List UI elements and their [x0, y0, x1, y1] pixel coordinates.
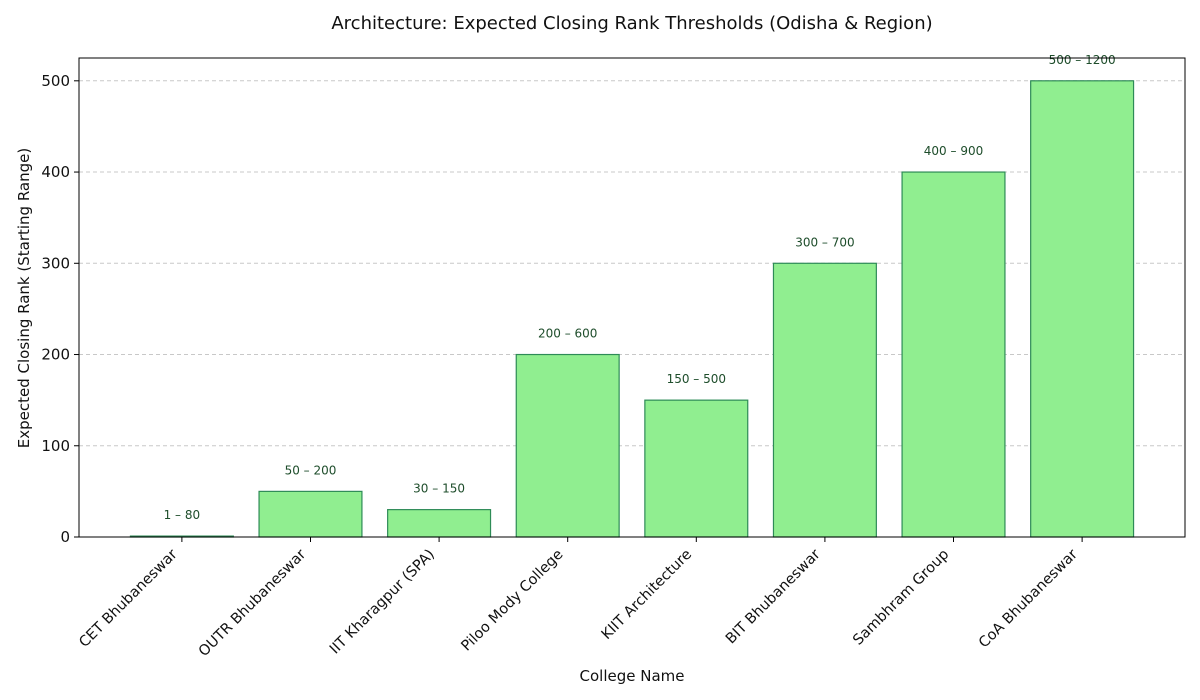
- bars: [129, 80, 1135, 538]
- plot-frame: [78, 57, 1186, 538]
- x-tick-label: KIIT Architecture: [599, 546, 695, 642]
- x-tick-label: CoA Bhubaneswar: [976, 546, 1081, 651]
- y-tick-label: 400: [41, 163, 70, 181]
- data-label: 30 – 150: [413, 482, 465, 496]
- y-tick-label: 500: [41, 72, 70, 90]
- x-tick-label: OUTR Bhubaneswar: [196, 546, 309, 659]
- x-tick-label: Piloo Mody College: [459, 546, 567, 654]
- grid-lines: [79, 80, 1185, 447]
- bar-iit-kharagpur-spa: [387, 509, 492, 538]
- data-label: 300 – 700: [795, 235, 854, 249]
- y-tick-label: 300: [41, 254, 70, 272]
- data-label: 200 – 600: [538, 327, 597, 341]
- bar-piloo-mody-college: [515, 353, 620, 538]
- x-axis-label: College Name: [580, 667, 685, 685]
- data-label: 400 – 900: [924, 144, 983, 158]
- y-tick-label: 200: [41, 346, 70, 364]
- y-axis-label: Expected Closing Rank (Starting Range): [15, 148, 33, 448]
- data-label: 50 – 200: [285, 463, 337, 477]
- data-label: 500 – 1200: [1049, 53, 1116, 67]
- data-label: 1 – 80: [164, 508, 201, 522]
- y-tick-label: 100: [41, 437, 70, 455]
- y-tick-label: 0: [60, 528, 70, 546]
- data-labels: 1 – 80 50 – 200 30 – 150 200 – 600 150 – 500…: [164, 53, 1116, 522]
- bar-outr-bhubaneswar: [258, 490, 363, 538]
- chart-title: Architecture: Expected Closing Rank Thre…: [331, 13, 932, 34]
- bar-coa-bhubaneswar: [1030, 80, 1135, 538]
- bar-bit-bhubaneswar: [772, 262, 877, 538]
- x-tick-label: Sambhram Group: [850, 547, 952, 649]
- bar-sambhram-group: [901, 171, 1006, 538]
- x-tick-label: CET Bhubaneswar: [76, 546, 180, 650]
- data-label: 150 – 500: [667, 372, 726, 386]
- bar-kiit-architecture: [644, 399, 749, 538]
- x-tick-label: BIT Bhubaneswar: [723, 546, 824, 647]
- x-tick-label: IIT Kharagpur (SPA): [327, 547, 438, 658]
